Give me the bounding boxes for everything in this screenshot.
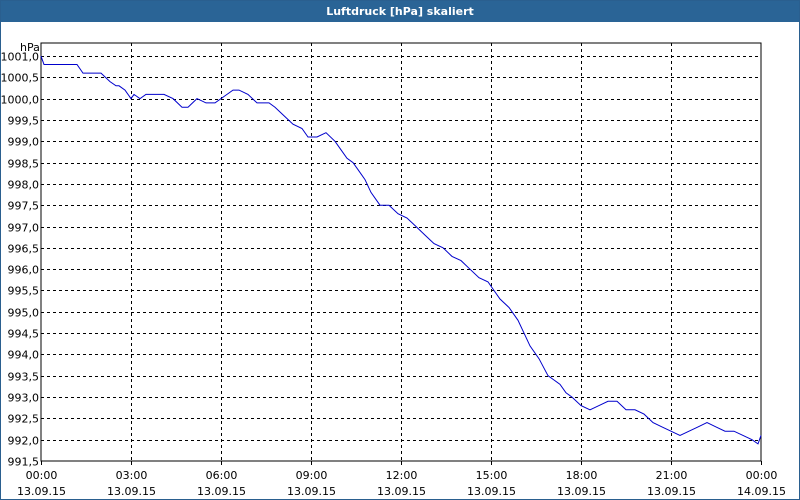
y-tick-label: 998,5	[8, 158, 40, 171]
x-tick-date: 14.09.15	[737, 485, 786, 498]
x-tick-time: 00:00	[746, 469, 778, 482]
y-tick-label: 997,5	[8, 200, 40, 213]
x-tick-date: 13.09.15	[377, 485, 426, 498]
x-tick-date: 13.09.15	[197, 485, 246, 498]
x-tick-date: 13.09.15	[107, 485, 156, 498]
y-tick-label: 999,0	[8, 136, 40, 149]
window-title: Luftdruck [hPa] skaliert	[1, 1, 799, 22]
y-tick-label: 996,5	[8, 243, 40, 256]
y-tick-label: 995,0	[8, 307, 40, 320]
x-axis: 00:00 13.09.15 03:00 13.09.15 06:00 13.09.15 0…	[17, 461, 786, 498]
y-tick-label: 992,0	[8, 435, 40, 448]
grid-lines	[40, 42, 762, 462]
x-tick-time: 09:00	[296, 469, 328, 482]
y-tick-label: 993,5	[8, 371, 40, 384]
y-tick-label: 993,0	[8, 392, 40, 405]
x-tick-date: 13.09.15	[557, 485, 606, 498]
y-tick-label: 995,5	[8, 285, 40, 298]
y-tick-label: 992,5	[8, 413, 40, 426]
y-tick-label: 1001,0	[1, 51, 39, 64]
y-tick-label: 994,5	[8, 328, 40, 341]
y-axis: 1001,0 1000,5 1000,0 999,5 999,0 998,5 998,0 99…	[1, 51, 39, 469]
x-tick-date: 13.09.15	[17, 485, 66, 498]
y-tick-label: 991,5	[8, 456, 40, 469]
y-tick-label: 1000,0	[1, 94, 39, 107]
y-tick-label: 1000,5	[1, 72, 39, 85]
x-tick-time: 15:00	[476, 469, 508, 482]
y-tick-label: 996,0	[8, 264, 40, 277]
x-tick-time: 12:00	[386, 469, 418, 482]
x-tick-time: 18:00	[566, 469, 598, 482]
x-tick-date: 13.09.15	[647, 485, 696, 498]
plot-series	[40, 55, 762, 445]
pressure-line	[40, 55, 762, 445]
x-tick-date: 13.09.15	[287, 485, 336, 498]
x-tick-time: 03:00	[116, 469, 148, 482]
y-tick-label: 999,5	[8, 115, 40, 128]
y-tick-label: 998,0	[8, 179, 40, 192]
y-tick-label: 997,0	[8, 222, 40, 235]
y-tick-label: 994,0	[8, 349, 40, 362]
x-tick-time: 06:00	[206, 469, 238, 482]
y-axis-label: hPa	[20, 41, 40, 54]
x-tick-date: 13.09.15	[467, 485, 516, 498]
x-tick-time: 21:00	[656, 469, 688, 482]
x-tick-time: 00:00	[26, 469, 58, 482]
